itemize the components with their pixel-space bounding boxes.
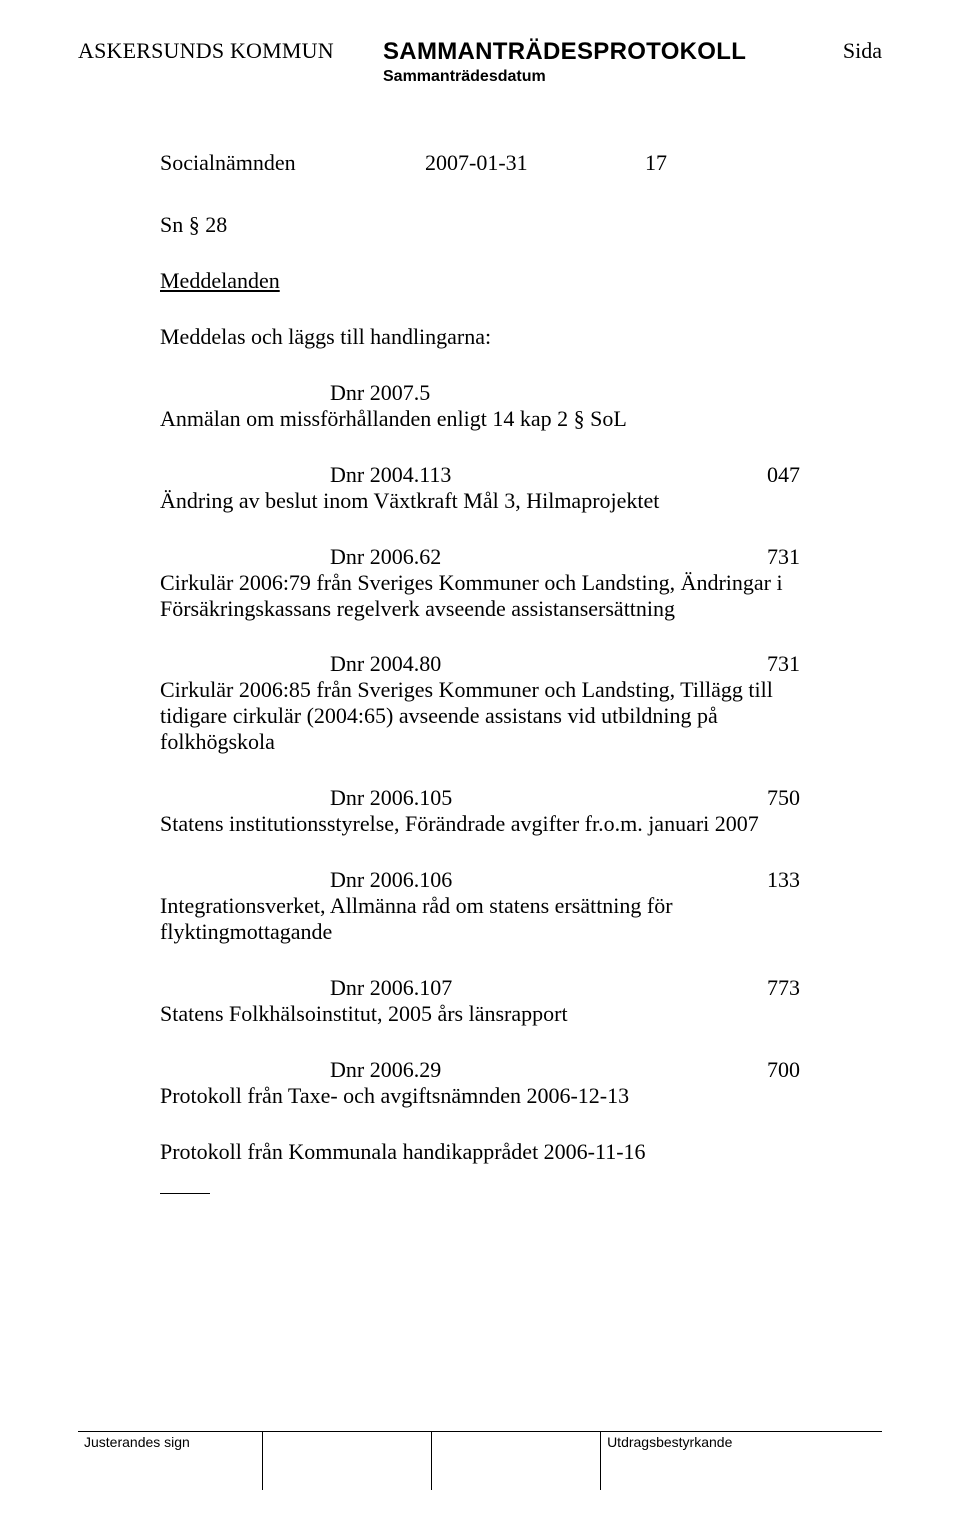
dnr-row: Dnr 2006.105 750 bbox=[160, 785, 800, 811]
code: 047 bbox=[720, 462, 800, 488]
item-text: Integrationsverket, Allmänna råd om stat… bbox=[160, 893, 800, 945]
item-text: Statens Folkhälsoinstitut, 2005 års läns… bbox=[160, 1001, 800, 1027]
code: 731 bbox=[720, 544, 800, 570]
dnr: Dnr 2006.29 bbox=[160, 1057, 441, 1083]
item-block: Dnr 2006.62 731 Cirkulär 2006:79 från Sv… bbox=[160, 544, 800, 622]
end-rule bbox=[160, 1193, 210, 1194]
document-body: Socialnämnden 2007-01-31 17 Sn § 28 Medd… bbox=[160, 150, 800, 1194]
committee-row: Socialnämnden 2007-01-31 17 bbox=[160, 150, 800, 176]
item-block: Dnr 2007.5 Anmälan om missförhållanden e… bbox=[160, 380, 800, 432]
sn-line: Sn § 28 bbox=[160, 212, 800, 238]
signature-table: Justerandes sign Utdragsbestyrkande bbox=[78, 1431, 882, 1490]
item-text: Cirkulär 2006:79 från Sveriges Kommuner … bbox=[160, 570, 800, 622]
committee-name: Socialnämnden bbox=[160, 150, 425, 176]
item-text: Statens institutionsstyrelse, Förändrade… bbox=[160, 811, 800, 837]
dnr-row: Dnr 2004.113 047 bbox=[160, 462, 800, 488]
item-block: Dnr 2004.80 731 Cirkulär 2006:85 från Sv… bbox=[160, 651, 800, 755]
code: 750 bbox=[720, 785, 800, 811]
dnr: Dnr 2007.5 bbox=[160, 380, 430, 406]
item-block: Dnr 2006.105 750 Statens institutionssty… bbox=[160, 785, 800, 837]
footer-cell-empty bbox=[263, 1432, 432, 1491]
section-title: Meddelanden bbox=[160, 268, 800, 294]
dnr-row: Dnr 2004.80 731 bbox=[160, 651, 800, 677]
dnr-row: Dnr 2007.5 bbox=[160, 380, 800, 406]
dnr-row: Dnr 2006.106 133 bbox=[160, 867, 800, 893]
dnr: Dnr 2004.80 bbox=[160, 651, 441, 677]
dnr: Dnr 2006.106 bbox=[160, 867, 452, 893]
footer: Justerandes sign Utdragsbestyrkande bbox=[78, 1431, 882, 1490]
item-block: Dnr 2006.107 773 Statens Folkhälsoinstit… bbox=[160, 975, 800, 1027]
last-line: Protokoll från Kommunala handikapprådet … bbox=[160, 1139, 800, 1165]
dnr: Dnr 2006.105 bbox=[160, 785, 452, 811]
item-text: Protokoll från Taxe- och avgiftsnämnden … bbox=[160, 1083, 800, 1109]
code: 773 bbox=[720, 975, 800, 1001]
page-label: Sida bbox=[843, 38, 882, 64]
doc-subtitle: Sammanträdesdatum bbox=[383, 68, 546, 86]
item-block: Dnr 2006.106 133 Integrationsverket, All… bbox=[160, 867, 800, 945]
code bbox=[720, 380, 800, 406]
intro-line: Meddelas och läggs till handlingarna: bbox=[160, 324, 800, 350]
meeting-date: 2007-01-31 bbox=[425, 150, 645, 176]
dnr-row: Dnr 2006.62 731 bbox=[160, 544, 800, 570]
code: 731 bbox=[720, 651, 800, 677]
page: ASKERSUNDS KOMMUN SAMMANTRÄDESPROTOKOLL … bbox=[0, 0, 960, 1530]
item-text: Ändring av beslut inom Växtkraft Mål 3, … bbox=[160, 488, 800, 514]
item-block: Dnr 2006.29 700 Protokoll från Taxe- och… bbox=[160, 1057, 800, 1109]
code: 133 bbox=[720, 867, 800, 893]
footer-cell-empty bbox=[432, 1432, 601, 1491]
dnr-row: Dnr 2006.29 700 bbox=[160, 1057, 800, 1083]
item-block: Dnr 2004.113 047 Ändring av beslut inom … bbox=[160, 462, 800, 514]
item-text: Cirkulär 2006:85 från Sveriges Kommuner … bbox=[160, 677, 800, 755]
doc-title: SAMMANTRÄDESPROTOKOLL bbox=[383, 38, 746, 66]
item-text: Anmälan om missförhållanden enligt 14 ka… bbox=[160, 406, 800, 432]
dnr: Dnr 2006.62 bbox=[160, 544, 441, 570]
page-number: 17 bbox=[645, 150, 800, 176]
dnr: Dnr 2004.113 bbox=[160, 462, 451, 488]
org-name: ASKERSUNDS KOMMUN bbox=[78, 38, 334, 64]
dnr-row: Dnr 2006.107 773 bbox=[160, 975, 800, 1001]
footer-cell-cert: Utdragsbestyrkande bbox=[601, 1432, 882, 1491]
dnr: Dnr 2006.107 bbox=[160, 975, 452, 1001]
code: 700 bbox=[720, 1057, 800, 1083]
footer-cell-sign: Justerandes sign bbox=[78, 1432, 263, 1491]
